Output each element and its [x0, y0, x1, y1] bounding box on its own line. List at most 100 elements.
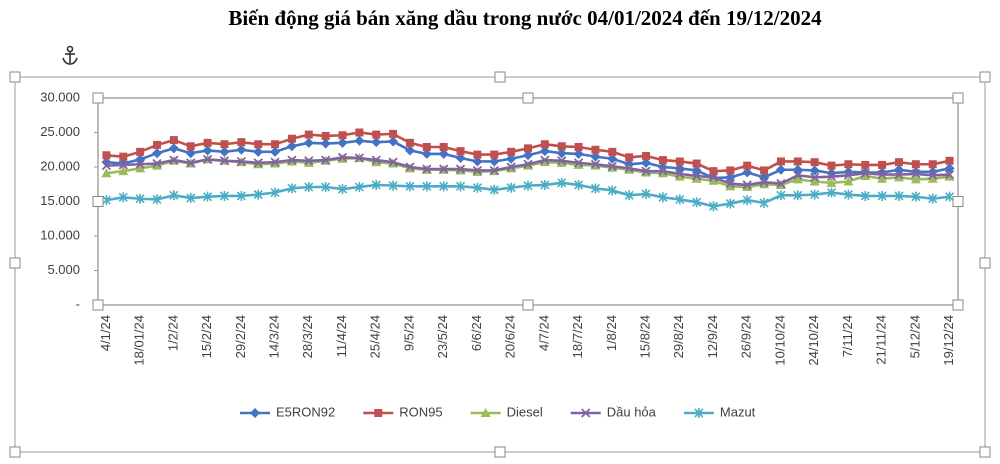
- marker: [658, 192, 668, 203]
- marker: [944, 171, 955, 181]
- marker: [219, 190, 230, 201]
- marker: [286, 141, 297, 152]
- marker: [792, 164, 803, 175]
- x-tick-label: 24/10/24: [806, 315, 821, 366]
- marker: [152, 194, 162, 205]
- marker: [456, 147, 465, 156]
- marker: [894, 158, 903, 167]
- marker: [135, 193, 145, 204]
- plot-handle: [92, 92, 104, 104]
- marker: [776, 178, 786, 189]
- marker: [844, 160, 853, 169]
- legend-label: Diesel: [507, 404, 543, 419]
- marker: [945, 156, 954, 165]
- marker: [101, 168, 112, 178]
- marker: [759, 197, 769, 208]
- marker: [691, 171, 702, 181]
- series: [101, 135, 955, 184]
- plot-handle: [522, 299, 534, 311]
- marker: [321, 182, 331, 193]
- x-tick-label: 4/7/24: [536, 315, 551, 351]
- marker: [826, 187, 837, 198]
- marker: [337, 152, 348, 162]
- marker: [371, 157, 382, 167]
- marker: [810, 172, 820, 182]
- marker: [372, 130, 381, 139]
- marker: [760, 166, 769, 175]
- marker: [591, 145, 600, 154]
- plot-handle: [952, 92, 964, 104]
- marker: [136, 147, 145, 156]
- series: [101, 152, 955, 190]
- marker: [253, 146, 264, 157]
- marker: [843, 176, 854, 186]
- marker: [625, 153, 634, 162]
- marker: [101, 195, 111, 206]
- y-tick-label: -: [76, 296, 80, 311]
- x-tick-label: 10/10/24: [772, 315, 787, 366]
- marker: [388, 180, 398, 191]
- marker: [439, 164, 449, 174]
- marker: [405, 138, 414, 147]
- legend-label: E5RON92: [276, 404, 335, 419]
- marker: [675, 169, 685, 179]
- marker: [135, 163, 146, 173]
- marker: [337, 184, 348, 195]
- marker: [692, 159, 701, 168]
- marker: [792, 174, 803, 184]
- marker: [843, 170, 854, 180]
- marker: [304, 182, 314, 193]
- y-tick-label: 25.000: [40, 124, 80, 139]
- marker: [490, 150, 499, 159]
- marker: [287, 183, 297, 194]
- x-tick-label: 11/4/24: [334, 315, 349, 357]
- marker: [250, 408, 260, 418]
- marker: [219, 146, 230, 157]
- marker: [928, 160, 937, 169]
- marker: [270, 187, 280, 198]
- marker: [539, 157, 550, 167]
- x-tick-label: 15/2/24: [199, 315, 214, 358]
- x-tick-label: 6/6/24: [469, 315, 484, 351]
- x-tick-label: 1/2/24: [165, 315, 180, 351]
- marker: [405, 162, 415, 172]
- marker: [506, 182, 516, 193]
- marker: [911, 191, 921, 202]
- marker: [169, 155, 179, 165]
- marker: [404, 145, 415, 156]
- marker: [793, 170, 803, 180]
- y-tick-label: 20.000: [40, 158, 80, 173]
- marker: [725, 198, 735, 209]
- marker: [169, 136, 178, 145]
- marker: [540, 179, 550, 190]
- marker: [304, 130, 313, 139]
- marker: [557, 177, 567, 188]
- marker: [152, 158, 162, 169]
- marker: [641, 166, 651, 176]
- marker: [422, 142, 431, 151]
- marker: [202, 145, 213, 156]
- chart-title: Biến động giá bán xăng dầu trong nước 04…: [228, 6, 822, 30]
- marker: [793, 190, 803, 201]
- marker: [843, 189, 853, 200]
- x-tick-label: 1/8/24: [604, 315, 619, 351]
- marker: [776, 190, 786, 201]
- marker: [557, 142, 566, 151]
- x-tick-label: 9/5/24: [401, 315, 416, 351]
- marker: [708, 201, 719, 212]
- marker: [826, 177, 837, 187]
- marker: [860, 168, 870, 178]
- marker: [573, 148, 584, 159]
- marker: [489, 184, 499, 195]
- marker: [759, 179, 770, 189]
- marker: [354, 182, 364, 193]
- marker: [186, 158, 196, 168]
- marker: [287, 155, 297, 165]
- marker: [287, 134, 296, 143]
- marker: [523, 180, 533, 191]
- plot-handle: [92, 196, 104, 207]
- chart-frame: [14, 76, 986, 453]
- marker: [675, 194, 685, 205]
- marker: [506, 162, 516, 172]
